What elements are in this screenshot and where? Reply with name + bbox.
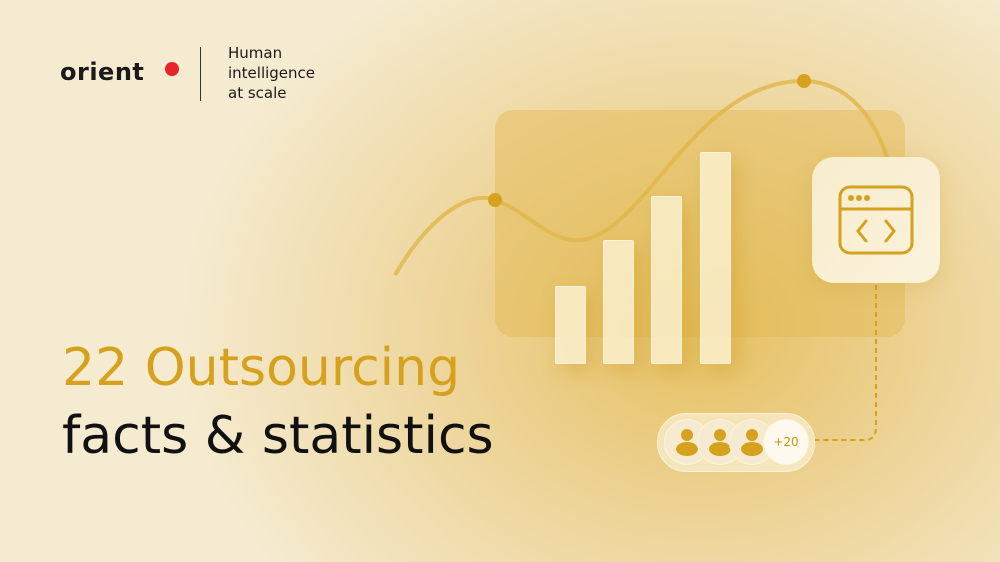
orient-logo: orient: [60, 58, 144, 86]
curve-point: [488, 193, 502, 207]
tagline-line: intelligence: [228, 64, 316, 82]
curve-point: [797, 74, 811, 88]
logo-text: orient: [60, 58, 145, 86]
avatar-more-count: +20: [763, 419, 809, 465]
tagline: Human intelligence at scale: [228, 43, 315, 103]
code-card: [812, 157, 940, 283]
chart-bar: [651, 196, 682, 364]
user-icon: [709, 429, 731, 456]
tagline-line: at scale: [228, 84, 287, 102]
code-window-icon: [838, 185, 914, 255]
team-avatars: +20: [657, 413, 815, 472]
logo-dot: [165, 62, 179, 76]
user-icon: [741, 429, 763, 456]
headline-line-1: 22 Outsourcing: [62, 338, 461, 398]
headline-line-2: facts & statistics: [62, 406, 494, 466]
chart-bar: [555, 286, 586, 364]
dotted-connector: [815, 285, 877, 441]
chart-bar: [603, 240, 634, 364]
tagline-line: Human: [228, 44, 283, 62]
chart-bar: [700, 152, 731, 364]
divider: [200, 47, 201, 101]
user-icon: [676, 429, 698, 456]
